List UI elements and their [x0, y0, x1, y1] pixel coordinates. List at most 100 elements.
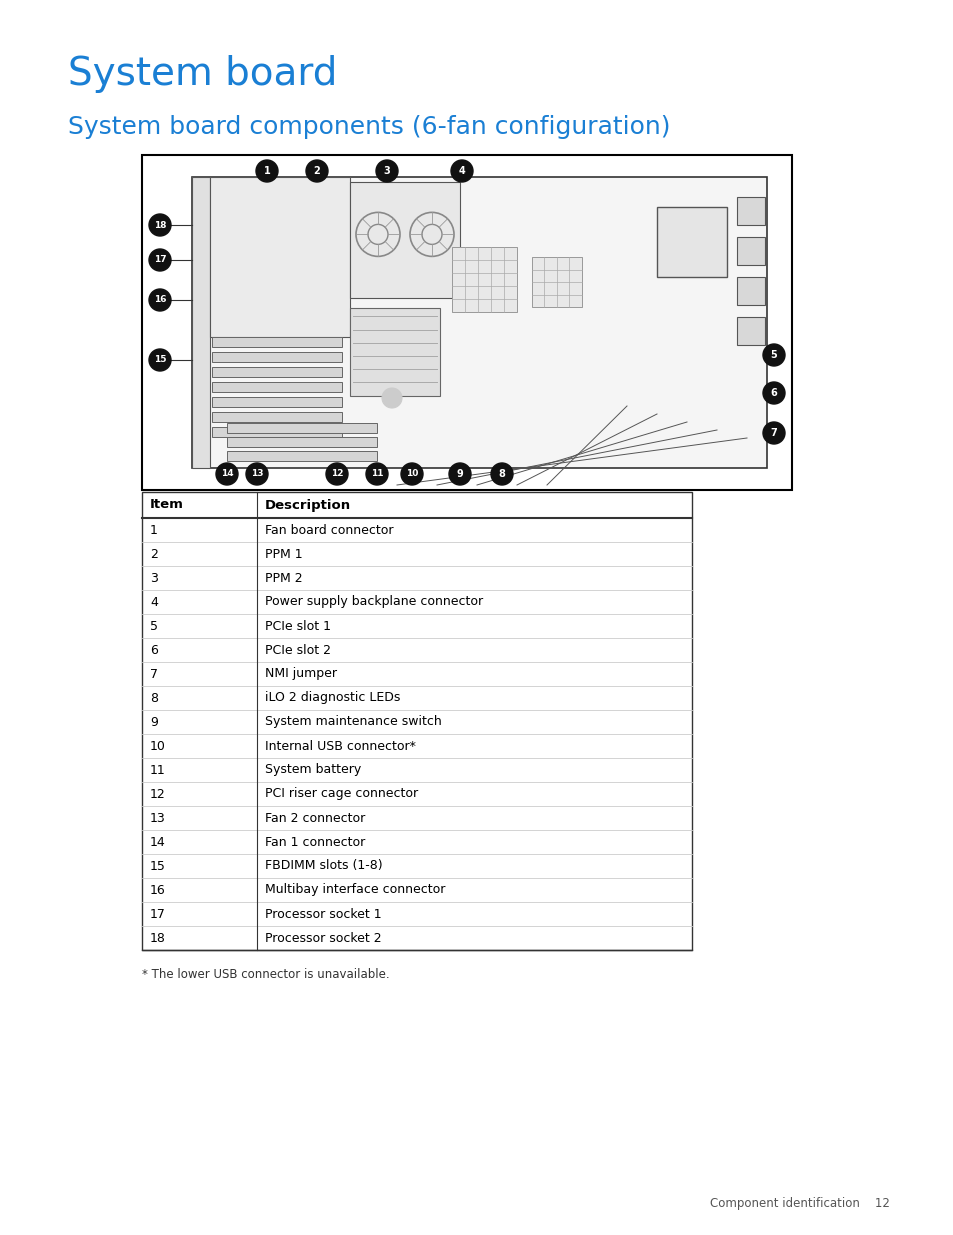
Text: PPM 2: PPM 2 — [265, 572, 302, 584]
Circle shape — [451, 161, 473, 182]
Text: Multibay interface connector: Multibay interface connector — [265, 883, 445, 897]
Text: PCI riser cage connector: PCI riser cage connector — [265, 788, 417, 800]
Text: Fan 2 connector: Fan 2 connector — [265, 811, 365, 825]
Text: 5: 5 — [770, 350, 777, 359]
Text: 1: 1 — [150, 524, 157, 536]
Text: NMI jumper: NMI jumper — [265, 667, 336, 680]
Text: Internal USB connector*: Internal USB connector* — [265, 740, 416, 752]
Bar — [532, 257, 581, 308]
Circle shape — [215, 463, 237, 485]
Text: 13: 13 — [150, 811, 166, 825]
Bar — [142, 156, 791, 490]
Text: 4: 4 — [150, 595, 157, 609]
Text: 16: 16 — [150, 883, 166, 897]
Circle shape — [255, 161, 277, 182]
Text: System maintenance switch: System maintenance switch — [265, 715, 441, 729]
Text: PCIe slot 1: PCIe slot 1 — [265, 620, 331, 632]
Bar — [212, 367, 341, 377]
Bar — [737, 237, 764, 266]
Text: 2: 2 — [150, 547, 157, 561]
Text: 1: 1 — [263, 165, 270, 177]
Circle shape — [149, 249, 171, 270]
Circle shape — [400, 463, 422, 485]
Text: 12: 12 — [331, 469, 343, 478]
Circle shape — [149, 289, 171, 311]
Text: 10: 10 — [150, 740, 166, 752]
Text: 15: 15 — [153, 356, 166, 364]
Text: 14: 14 — [150, 836, 166, 848]
Text: System battery: System battery — [265, 763, 361, 777]
Text: 17: 17 — [150, 908, 166, 920]
Text: 9: 9 — [150, 715, 157, 729]
Text: Fan board connector: Fan board connector — [265, 524, 393, 536]
Text: 13: 13 — [251, 469, 263, 478]
Text: 2: 2 — [314, 165, 320, 177]
Text: 5: 5 — [150, 620, 158, 632]
Bar — [227, 451, 376, 461]
Bar — [227, 437, 376, 447]
Text: 3: 3 — [150, 572, 157, 584]
Bar — [142, 492, 691, 950]
Text: 7: 7 — [770, 429, 777, 438]
Text: 14: 14 — [220, 469, 233, 478]
Text: Fan 1 connector: Fan 1 connector — [265, 836, 365, 848]
Bar — [212, 427, 341, 437]
Text: 16: 16 — [153, 295, 166, 305]
Bar — [350, 182, 459, 299]
Circle shape — [491, 463, 513, 485]
Text: 4: 4 — [458, 165, 465, 177]
Text: System board components (6-fan configuration): System board components (6-fan configura… — [68, 115, 670, 140]
Text: Description: Description — [265, 499, 351, 511]
Bar — [737, 317, 764, 345]
Text: FBDIMM slots (1-8): FBDIMM slots (1-8) — [265, 860, 382, 872]
Text: 6: 6 — [770, 388, 777, 398]
Text: 17: 17 — [153, 256, 166, 264]
Text: Item: Item — [150, 499, 184, 511]
Circle shape — [149, 350, 171, 370]
Text: * The lower USB connector is unavailable.: * The lower USB connector is unavailable… — [142, 968, 389, 981]
Text: 10: 10 — [405, 469, 417, 478]
Text: Processor socket 1: Processor socket 1 — [265, 908, 381, 920]
Text: PCIe slot 2: PCIe slot 2 — [265, 643, 331, 657]
Circle shape — [246, 463, 268, 485]
Circle shape — [449, 463, 471, 485]
Text: 6: 6 — [150, 643, 157, 657]
Text: 8: 8 — [150, 692, 158, 704]
Bar — [227, 424, 376, 433]
Text: 11: 11 — [150, 763, 166, 777]
Circle shape — [366, 463, 388, 485]
Text: Component identification    12: Component identification 12 — [709, 1197, 889, 1210]
Circle shape — [762, 345, 784, 366]
Text: System board: System board — [68, 56, 337, 93]
Circle shape — [762, 422, 784, 445]
Circle shape — [381, 388, 401, 408]
Text: iLO 2 diagnostic LEDs: iLO 2 diagnostic LEDs — [265, 692, 400, 704]
Bar — [212, 337, 341, 347]
Circle shape — [306, 161, 328, 182]
Bar — [212, 352, 341, 362]
Text: Processor socket 2: Processor socket 2 — [265, 931, 381, 945]
Bar — [657, 207, 726, 277]
Text: 9: 9 — [456, 469, 463, 479]
Bar — [452, 247, 517, 312]
Bar — [212, 396, 341, 408]
Circle shape — [149, 214, 171, 236]
Text: PPM 1: PPM 1 — [265, 547, 302, 561]
Circle shape — [375, 161, 397, 182]
Text: 18: 18 — [150, 931, 166, 945]
Text: 7: 7 — [150, 667, 158, 680]
Bar — [192, 177, 766, 468]
Text: Power supply backplane connector: Power supply backplane connector — [265, 595, 482, 609]
Text: 8: 8 — [498, 469, 505, 479]
Bar — [737, 198, 764, 225]
Text: 11: 11 — [371, 469, 383, 478]
Bar — [192, 177, 210, 468]
Circle shape — [762, 382, 784, 404]
Circle shape — [326, 463, 348, 485]
Text: 18: 18 — [153, 221, 166, 230]
Text: 15: 15 — [150, 860, 166, 872]
Bar — [737, 277, 764, 305]
Bar — [350, 309, 439, 395]
Bar — [210, 177, 350, 337]
Text: 12: 12 — [150, 788, 166, 800]
